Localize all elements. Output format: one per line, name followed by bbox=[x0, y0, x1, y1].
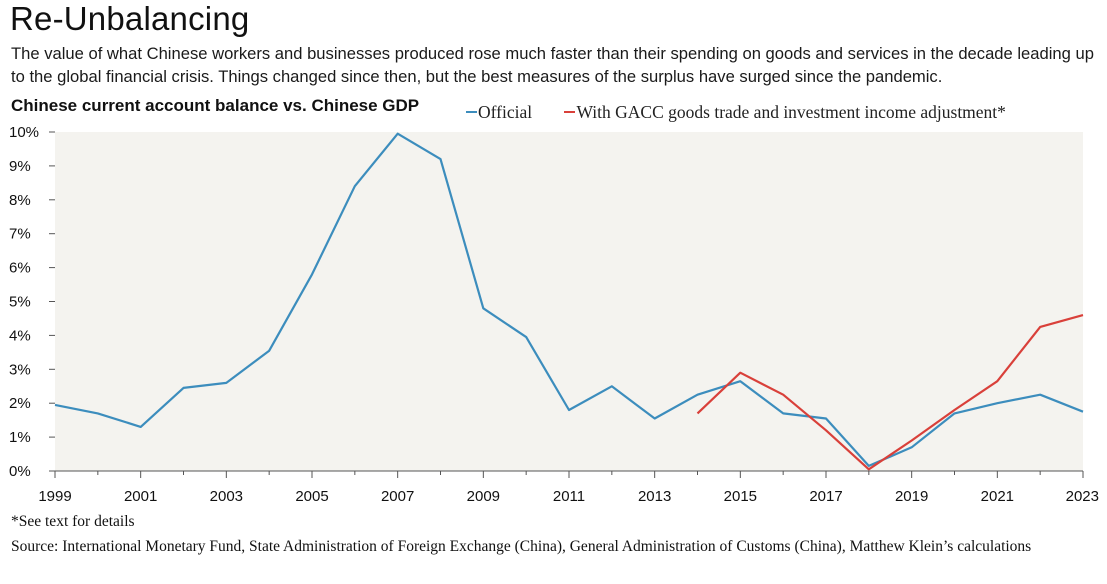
x-tick-label: 2015 bbox=[724, 488, 757, 505]
y-tick-label: 4% bbox=[9, 327, 31, 344]
y-tick-label: 9% bbox=[9, 158, 31, 175]
x-tick-label: 2009 bbox=[467, 488, 500, 505]
page-subtitle: The value of what Chinese workers and bu… bbox=[11, 44, 1094, 86]
series-line-official bbox=[54, 132, 1084, 467]
x-tick-label: 2011 bbox=[553, 488, 585, 505]
legend-label-official: Official bbox=[478, 101, 533, 122]
x-tick-label: 2001 bbox=[124, 488, 157, 505]
y-tick-label: 5% bbox=[9, 294, 31, 311]
x-axis: 1999 2001 2003 2005 2007 2009 2011 2013 2015 2017… bbox=[38, 470, 1099, 505]
legend-item-official: Official bbox=[466, 102, 532, 123]
y-tick-label: 2% bbox=[9, 395, 31, 412]
y-tick-label: 10% bbox=[9, 124, 39, 141]
legend-label-adjusted: With GACC goods trade and investment inc… bbox=[576, 101, 1006, 122]
y-tick-label: 6% bbox=[9, 260, 31, 277]
x-tick-label: 2023 bbox=[1066, 488, 1099, 505]
x-tick-label: 2013 bbox=[638, 488, 671, 505]
source-note: Source: International Monetary Fund, Sta… bbox=[11, 538, 1032, 555]
chart-legend: Official With GACC goods trade and inves… bbox=[466, 97, 1034, 123]
x-tick-label: 2007 bbox=[381, 488, 414, 505]
page-title: Re-Unbalancing bbox=[10, 0, 250, 37]
x-tick-label: 2019 bbox=[895, 488, 928, 505]
y-tick-label: 7% bbox=[9, 226, 31, 243]
footnote: *See text for details bbox=[11, 513, 135, 530]
legend-swatch-official bbox=[466, 111, 477, 113]
x-tick-label: 1999 bbox=[38, 488, 71, 505]
x-tick-label: 2021 bbox=[981, 488, 1014, 505]
legend-swatch-adjusted bbox=[564, 111, 576, 113]
series-lines bbox=[54, 132, 1084, 471]
chart-title: Chinese current account balance vs. Chin… bbox=[11, 96, 420, 115]
series-line-adjusted bbox=[696, 314, 1084, 471]
x-tick-label: 2005 bbox=[295, 488, 328, 505]
y-tick-label: 8% bbox=[9, 192, 31, 209]
y-tick-label: 0% bbox=[9, 463, 31, 480]
line-chart: 0% 1% 2% 3% 4% 5% 6% 7% 8% 9% 10% 1999 2001 2003 2005… bbox=[9, 124, 1099, 505]
legend-item-adjusted: With GACC goods trade and investment inc… bbox=[564, 101, 1006, 123]
x-tick-label: 2003 bbox=[210, 488, 243, 505]
x-tick-label: 2017 bbox=[809, 488, 842, 505]
y-tick-label: 3% bbox=[9, 361, 31, 378]
y-tick-label: 1% bbox=[9, 429, 31, 446]
plot-area bbox=[55, 132, 1083, 471]
y-axis: 0% 1% 2% 3% 4% 5% 6% 7% 8% 9% 10% bbox=[9, 124, 55, 480]
